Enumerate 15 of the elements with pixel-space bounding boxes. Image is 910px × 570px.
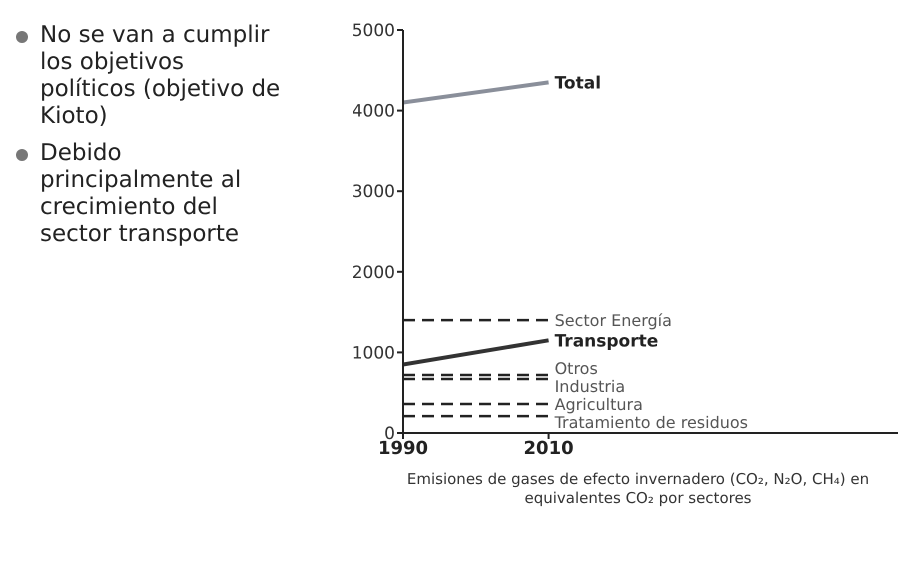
series-label: Agricultura (554, 395, 643, 414)
x-tick-label: 2010 (524, 438, 574, 459)
y-tick-label: 2000 (352, 262, 395, 283)
y-tick-label: 5000 (352, 21, 395, 42)
text: No se van a cumplir los objetivos políticos (objetivo de Kioto) (40, 22, 282, 130)
series-label: Tratamiento de residuos (554, 413, 748, 432)
y-tick-label: 1000 (352, 343, 395, 364)
text: Debido principalmente al crecimiento del sector transporte (40, 140, 242, 248)
series-label: Total (554, 73, 602, 94)
series-label: Industria (554, 377, 626, 396)
y-tick-label: 3000 (352, 182, 395, 202)
series-label: Transporte (554, 331, 658, 352)
series-label: Sector Energía (554, 311, 672, 330)
x-axis-title: Emisiones de gases de efecto invernadero (CO₂, N₂O, CH₄) en equivalentes CO₂ por sectores (406, 470, 870, 508)
series-label: Otros (554, 359, 598, 378)
